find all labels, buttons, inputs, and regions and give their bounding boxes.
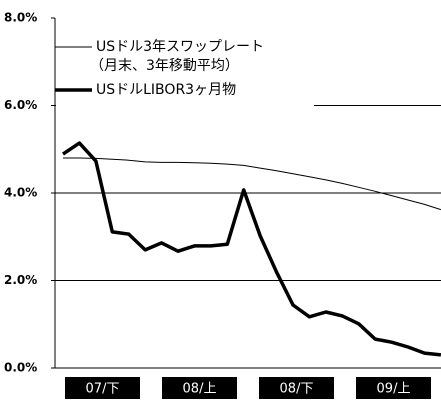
category-box <box>162 377 237 399</box>
series-line <box>63 157 441 211</box>
legend-label: USドルLIBOR3ヶ月物 <box>96 82 236 98</box>
x-tick-label: 08/下 <box>280 382 314 397</box>
x-tick-label: 08/上 <box>183 382 217 397</box>
category-box <box>65 377 140 399</box>
category-box <box>356 377 431 399</box>
y-tick-label: 4.0% <box>4 186 37 200</box>
legend-box <box>56 30 314 108</box>
y-tick-label: 0.0% <box>4 361 37 375</box>
y-tick-label: 6.0% <box>4 98 37 112</box>
legend-label: USドル3年スワップレート（月末、3年移動平均） <box>90 39 264 74</box>
x-tick-label: 09/上 <box>377 382 411 397</box>
x-tick-label: 07/下 <box>86 382 120 397</box>
y-tick-label: 8.0% <box>4 11 37 25</box>
category-box <box>259 377 334 399</box>
series-line <box>62 141 441 357</box>
y-tick-label: 2.0% <box>4 273 37 287</box>
